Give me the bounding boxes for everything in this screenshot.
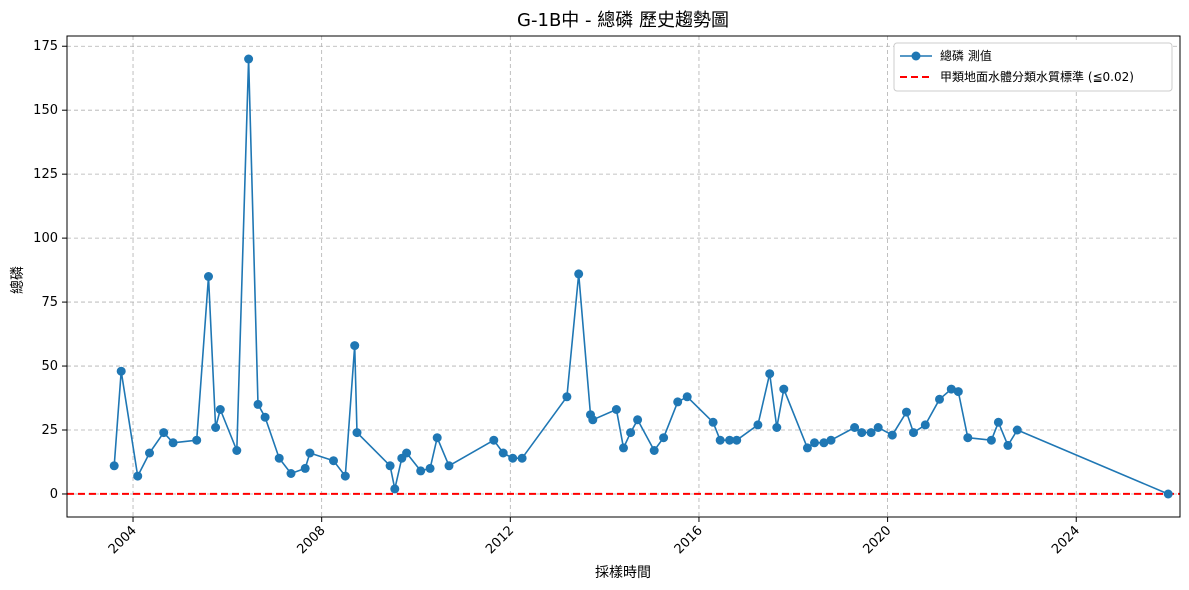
y-axis-label: 總磷 — [9, 266, 26, 294]
data-point-70 — [986, 435, 996, 445]
data-point-51 — [765, 369, 775, 379]
data-point-1 — [116, 366, 126, 376]
data-point-48 — [725, 435, 735, 445]
data-point-29 — [444, 461, 454, 471]
data-point-68 — [953, 387, 963, 397]
data-point-41 — [633, 415, 643, 425]
data-point-22 — [385, 461, 395, 471]
legend: 總磷 測值 甲類地面水體分類水質標準 (≦0.02) — [893, 42, 1173, 92]
data-point-54 — [802, 443, 812, 453]
data-point-72 — [1003, 440, 1013, 450]
plot-frame — [66, 35, 1181, 518]
data-point-37 — [588, 415, 598, 425]
data-point-13 — [260, 412, 270, 422]
data-point-26 — [416, 466, 426, 476]
y-tick-label-150: 150 — [33, 103, 58, 118]
series-layer — [109, 54, 1173, 499]
data-point-19 — [340, 471, 350, 481]
data-point-35 — [574, 269, 584, 279]
data-point-44 — [673, 397, 683, 407]
data-point-28 — [432, 433, 442, 443]
data-point-67 — [946, 384, 956, 394]
data-point-10 — [232, 446, 242, 455]
data-point-14 — [274, 453, 284, 463]
data-point-16 — [300, 463, 310, 473]
data-point-4 — [159, 428, 169, 438]
data-point-25 — [402, 448, 412, 458]
data-point-15 — [286, 469, 296, 478]
data-point-59 — [857, 428, 867, 438]
data-point-64 — [909, 428, 918, 438]
data-point-52 — [772, 423, 782, 432]
data-point-6 — [192, 435, 202, 445]
data-point-43 — [659, 433, 669, 443]
data-point-66 — [935, 394, 944, 404]
legend-box — [893, 42, 1173, 92]
data-point-63 — [902, 407, 911, 417]
data-point-46 — [708, 417, 718, 427]
data-point-23 — [390, 484, 400, 494]
data-point-71 — [993, 417, 1003, 427]
data-point-50 — [753, 420, 763, 430]
x-axis-label: 採樣時間 — [595, 564, 651, 581]
data-point-8 — [211, 423, 221, 432]
y-tick-label-125: 125 — [33, 167, 58, 182]
data-point-11 — [244, 54, 254, 64]
data-point-58 — [850, 423, 860, 432]
data-point-27 — [425, 463, 435, 473]
y-tick-label-25: 25 — [41, 423, 58, 438]
data-point-40 — [626, 428, 636, 438]
data-point-5 — [168, 438, 178, 448]
y-tick-label-75: 75 — [41, 295, 58, 310]
data-point-34 — [562, 392, 572, 402]
data-point-20 — [350, 341, 360, 351]
data-point-17 — [305, 448, 315, 458]
data-point-7 — [204, 272, 213, 281]
data-point-45 — [682, 392, 692, 402]
data-point-3 — [145, 448, 154, 458]
data-point-53 — [779, 384, 789, 394]
data-point-56 — [819, 438, 829, 448]
data-point-73 — [1012, 425, 1022, 435]
y-tick-label-50: 50 — [41, 359, 58, 374]
data-point-57 — [826, 435, 836, 445]
data-point-60 — [866, 428, 876, 438]
data-point-47 — [715, 435, 725, 445]
data-point-49 — [732, 435, 742, 445]
data-point-69 — [963, 433, 973, 443]
y-tick-label-100: 100 — [33, 231, 58, 246]
legend-series-label: 總磷 測值 — [940, 48, 992, 63]
legend-reference-label: 甲類地面水體分類水質標準 (≦0.02) — [940, 69, 1134, 84]
data-point-32 — [508, 453, 518, 463]
y-tick-label-175: 175 — [33, 39, 58, 54]
legend-series-marker — [911, 51, 921, 61]
data-point-31 — [498, 448, 508, 458]
data-point-21 — [352, 428, 362, 438]
data-point-65 — [920, 420, 930, 430]
data-point-18 — [329, 456, 338, 466]
y-axis-ticks: 0 25 50 75 100 125 150 175 — [33, 39, 67, 502]
y-tick-label-0: 0 — [50, 487, 58, 502]
data-point-12 — [253, 399, 263, 409]
chart-title: G-1B中 - 總磷 歷史趨勢圖 — [517, 10, 729, 31]
data-point-33 — [517, 453, 527, 463]
data-point-38 — [611, 405, 621, 414]
data-point-30 — [489, 435, 499, 445]
data-point-9 — [215, 405, 225, 414]
data-point-0 — [109, 461, 119, 471]
data-point-42 — [649, 446, 659, 455]
data-point-61 — [873, 423, 883, 432]
data-point-55 — [810, 438, 819, 448]
data-point-39 — [619, 443, 628, 453]
data-point-2 — [133, 471, 143, 481]
data-point-62 — [887, 430, 897, 440]
data-point-74 — [1163, 489, 1173, 499]
